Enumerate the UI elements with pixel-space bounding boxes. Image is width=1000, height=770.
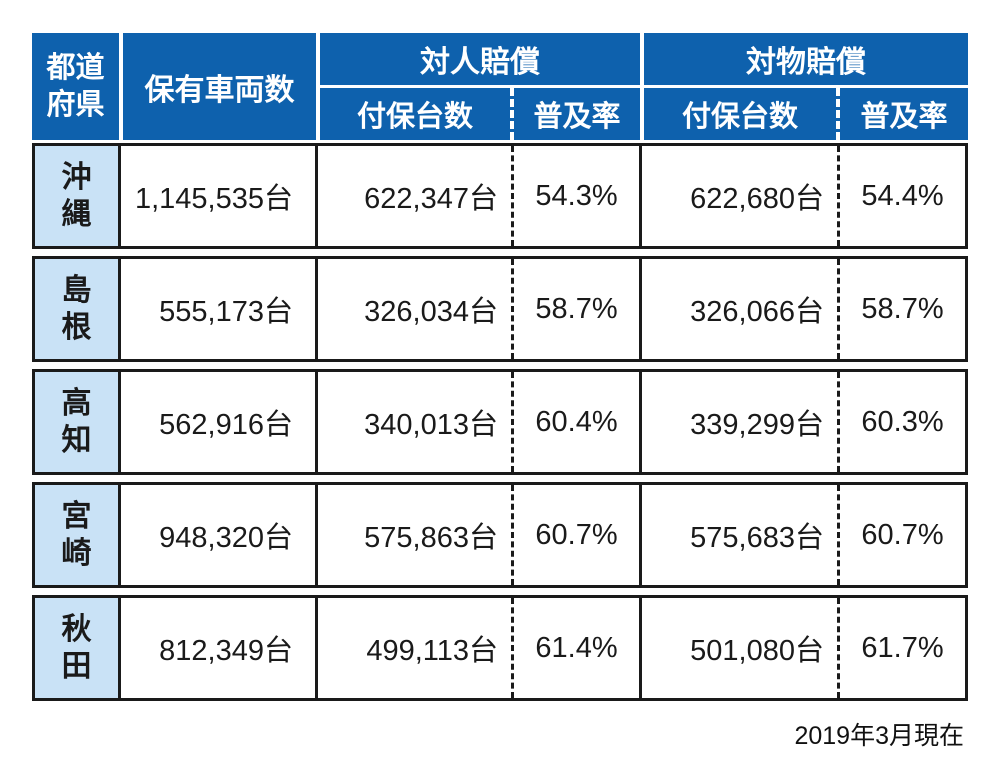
header-prefecture-label: 都道府県	[46, 51, 105, 121]
property-insured-cell: 622,680台	[642, 146, 840, 246]
prefecture-name: 沖縄	[61, 161, 92, 231]
bodily-insured-cell: 499,113台	[318, 598, 514, 698]
header-property-rate: 普及率	[840, 88, 968, 140]
prefecture-cell: 高知	[35, 372, 121, 472]
bodily-insured-cell: 622,347台	[318, 146, 514, 246]
table-row-shimane: 島根 555,173台 326,034台 58.7% 326,066台 58.7…	[32, 256, 968, 362]
header-property-insured-count: 付保台数	[644, 88, 840, 140]
bodily-insured-cell: 340,013台	[318, 372, 514, 472]
prefecture-name: 高知	[61, 387, 92, 457]
as-of-date-note: 2019年3月現在	[794, 722, 964, 750]
header-prefecture: 都道府県	[32, 33, 119, 140]
prefecture-name: 秋田	[61, 613, 92, 683]
property-insured-cell: 339,299台	[642, 372, 840, 472]
header-group-property-damage: 対物賠償 付保台数 普及率	[644, 33, 968, 140]
property-insured-cell: 575,683台	[642, 485, 840, 585]
header-bodily-rate: 普及率	[514, 88, 640, 140]
owned-vehicles-cell: 1,145,535台	[121, 146, 318, 246]
insurance-coverage-table: 都道府県 保有車両数 対人賠償 付保台数 普及率 対物賠償 付保台数 普及率 沖…	[32, 33, 968, 701]
table-row-miyazaki: 宮崎 948,320台 575,863台 60.7% 575,683台 60.7…	[32, 482, 968, 588]
bodily-rate-cell: 54.3%	[514, 146, 642, 246]
bodily-insured-cell: 326,034台	[318, 259, 514, 359]
property-insured-cell: 501,080台	[642, 598, 840, 698]
prefecture-cell: 沖縄	[35, 146, 121, 246]
bodily-rate-cell: 58.7%	[514, 259, 642, 359]
header-owned-vehicles: 保有車両数	[123, 33, 316, 140]
table-header: 都道府県 保有車両数 対人賠償 付保台数 普及率 対物賠償 付保台数 普及率	[32, 33, 968, 140]
property-insured-cell: 326,066台	[642, 259, 840, 359]
bodily-insured-cell: 575,863台	[318, 485, 514, 585]
prefecture-cell: 島根	[35, 259, 121, 359]
owned-vehicles-cell: 812,349台	[121, 598, 318, 698]
property-rate-cell: 54.4%	[861, 179, 944, 212]
bodily-rate-cell: 60.4%	[514, 372, 642, 472]
property-rate-cell: 61.7%	[861, 631, 944, 664]
header-bodily-insured-count: 付保台数	[320, 88, 514, 140]
property-rate-cell: 60.3%	[861, 405, 944, 438]
owned-vehicles-cell: 562,916台	[121, 372, 318, 472]
bodily-rate-cell: 60.7%	[514, 485, 642, 585]
header-group-bodily-injury: 対人賠償 付保台数 普及率	[320, 33, 640, 140]
property-rate-cell: 60.7%	[861, 518, 944, 551]
table-row-okinawa: 沖縄 1,145,535台 622,347台 54.3% 622,680台 54…	[32, 143, 968, 249]
prefecture-cell: 秋田	[35, 598, 121, 698]
header-owned-vehicles-label: 保有車両数	[144, 73, 295, 107]
prefecture-name: 島根	[61, 274, 92, 344]
owned-vehicles-cell: 555,173台	[121, 259, 318, 359]
table-row-akita: 秋田 812,349台 499,113台 61.4% 501,080台 61.7…	[32, 595, 968, 701]
prefecture-name: 宮崎	[61, 500, 92, 570]
table-row-kochi: 高知 562,916台 340,013台 60.4% 339,299台 60.3…	[32, 369, 968, 475]
header-property-damage-title: 対物賠償	[644, 33, 968, 85]
header-bodily-injury-subrow: 付保台数 普及率	[320, 88, 640, 140]
bodily-rate-cell: 61.4%	[514, 598, 642, 698]
property-rate-cell: 58.7%	[861, 292, 944, 325]
header-bodily-injury-title: 対人賠償	[320, 33, 640, 85]
prefecture-cell: 宮崎	[35, 485, 121, 585]
owned-vehicles-cell: 948,320台	[121, 485, 318, 585]
header-property-damage-subrow: 付保台数 普及率	[644, 88, 968, 140]
